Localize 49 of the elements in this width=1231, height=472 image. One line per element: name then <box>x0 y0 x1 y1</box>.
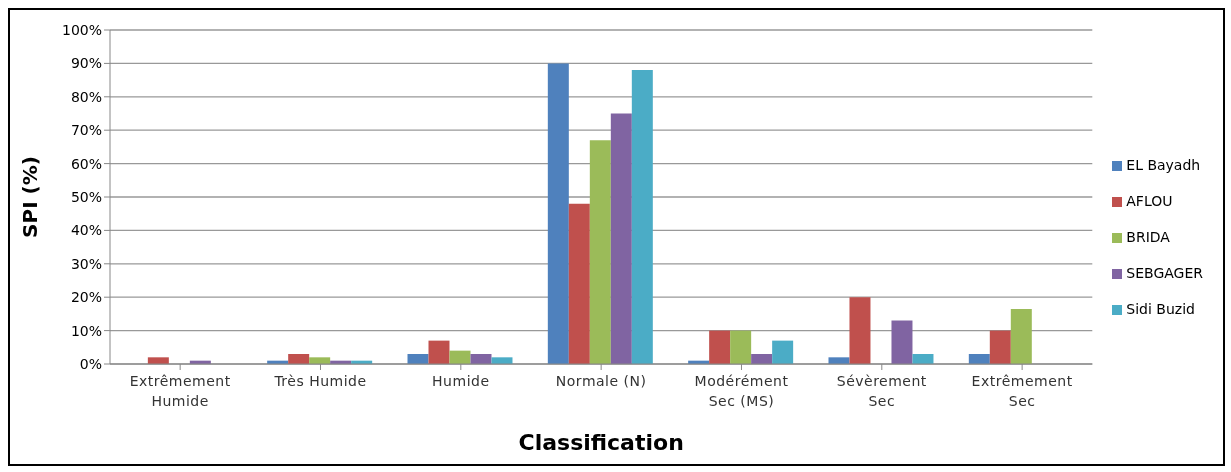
y-tick-label: 90% <box>70 55 102 72</box>
bar <box>428 340 450 364</box>
x-axis-title: Classification <box>518 430 684 455</box>
bar <box>891 320 913 364</box>
y-tick-label: 60% <box>70 155 102 172</box>
y-tick-label: 70% <box>70 122 102 139</box>
bar <box>968 353 990 364</box>
bar <box>407 353 429 364</box>
bar <box>709 330 731 364</box>
y-tick-label: 20% <box>70 289 102 306</box>
bar <box>547 63 569 364</box>
y-tick-label: 100% <box>61 21 102 38</box>
bar <box>989 330 1011 364</box>
x-tick-label: Sévèrement Sec <box>836 373 927 409</box>
bar <box>610 113 632 364</box>
bar <box>309 357 331 364</box>
bar <box>912 353 934 364</box>
bar <box>288 353 310 364</box>
y-tick-label: 80% <box>70 88 102 105</box>
bar <box>631 70 653 364</box>
y-tick-label: 10% <box>70 322 102 339</box>
x-tick-label: Très Humide <box>273 373 367 389</box>
legend-label: SEBGAGER <box>1126 265 1203 281</box>
y-tick-label: 0% <box>79 355 102 372</box>
bar <box>828 357 850 364</box>
bar <box>449 350 471 364</box>
bar <box>589 140 611 364</box>
bar <box>470 353 492 364</box>
x-tick-label: Extrêmement Humide <box>129 373 231 409</box>
x-tick-label: Extrêmement Sec <box>971 373 1073 409</box>
legend-label: BRIDA <box>1126 229 1170 245</box>
legend-label: AFLOU <box>1126 193 1173 209</box>
y-axis-title: SPI (%) <box>18 156 43 238</box>
bar <box>1010 308 1032 364</box>
bar <box>730 330 752 364</box>
bar <box>849 297 871 364</box>
legend-label: Sidi Buzid <box>1126 301 1195 317</box>
bar <box>491 357 513 364</box>
bar <box>751 353 773 364</box>
y-tick-label: 50% <box>70 188 102 205</box>
x-tick-label: Normale (N) <box>555 373 647 389</box>
y-tick-label: 30% <box>70 255 102 272</box>
legend-label: EL Bayadh <box>1126 157 1201 173</box>
bar <box>147 357 169 364</box>
x-tick-label: Humide <box>432 373 490 389</box>
x-tick-label: Modérément Sec (MS) <box>694 373 789 409</box>
y-tick-label: 40% <box>70 222 102 239</box>
bar <box>568 203 590 364</box>
bar <box>772 340 794 364</box>
